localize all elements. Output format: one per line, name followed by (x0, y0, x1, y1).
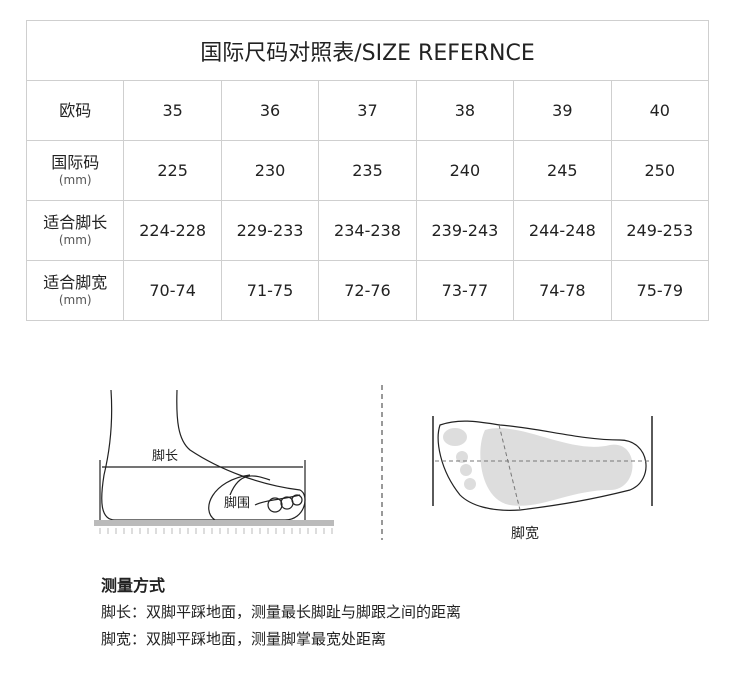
row-label-text: 适合脚长 (43, 212, 108, 232)
table-row: 适合脚长 (mm) 224-228 229-233 234-238 239-243 244-… (25, 200, 710, 261)
row-label: 适合脚宽 (mm) (25, 260, 125, 321)
foot-width-label: 脚宽 (511, 525, 539, 542)
table-cell: 70-74 (123, 260, 222, 321)
table-cell: 36 (220, 80, 320, 141)
table-cell: 40 (610, 80, 710, 141)
row-label-text: 国际码 (51, 152, 100, 172)
row-unit: (mm) (58, 292, 92, 307)
row-label: 国际码 (mm) (25, 140, 125, 201)
table-cell: 229-233 (220, 200, 320, 261)
row-unit: (mm) (58, 232, 92, 247)
table-cell: 74-78 (513, 260, 612, 321)
table-cell: 234-238 (318, 200, 417, 261)
table-cell: 73-77 (415, 260, 515, 321)
ground-ticks (99, 528, 333, 534)
table-cell: 250 (610, 140, 710, 201)
table-cell: 249-253 (610, 200, 710, 261)
table-cell: 245 (513, 140, 612, 201)
table-cell: 239-243 (415, 200, 515, 261)
table-cell: 39 (513, 80, 612, 141)
table-cell: 37 (318, 80, 417, 141)
measurement-notes: 测量方式 脚长：双脚平踩地面，测量最长脚趾与脚跟之间的距离 脚宽：双脚平踩地面，… (101, 572, 461, 653)
table-cell: 230 (220, 140, 320, 201)
table-cell: 225 (123, 140, 222, 201)
table-cell: 224-228 (123, 200, 222, 261)
table-cell: 244-248 (513, 200, 612, 261)
table-cell: 75-79 (610, 260, 710, 321)
row-label: 适合脚长 (mm) (25, 200, 125, 261)
row-unit: (mm) (58, 172, 92, 187)
table-title: 国际尺码对照表/SIZE REFERNCE (26, 20, 709, 81)
note-foot-width: 脚宽：双脚平踩地面，测量脚掌最宽处距离 (101, 630, 387, 648)
table-row: 欧码 35 36 37 38 39 40 (25, 80, 710, 141)
table-cell: 35 (123, 80, 222, 141)
note-foot-length: 脚长：双脚平踩地面，测量最长脚趾与脚跟之间的距离 (101, 603, 462, 621)
table-cell: 38 (415, 80, 515, 141)
row-label: 欧码 (25, 80, 125, 141)
foot-sole-icon (432, 416, 653, 511)
table-row: 适合脚宽 (mm) 70-74 71-75 72-76 73-77 74-78 75-79 (25, 260, 710, 321)
side-foot-icon (99, 389, 306, 521)
table-cell: 72-76 (318, 260, 417, 321)
ground (94, 520, 334, 526)
table-cell: 240 (415, 140, 515, 201)
foot-length-label: 脚长 (152, 448, 178, 464)
foot-girth-label: 脚围 (224, 495, 250, 511)
table-row: 国际码 (mm) 225 230 235 240 245 250 (25, 140, 710, 201)
row-label-text: 适合脚宽 (43, 272, 108, 292)
notes-heading: 测量方式 (101, 576, 166, 595)
row-label-text: 欧码 (59, 100, 92, 120)
table-cell: 235 (318, 140, 417, 201)
table-cell: 71-75 (220, 260, 320, 321)
size-chart-table: 国际尺码对照表/SIZE REFERNCE 欧码 35 36 37 38 39 40 国际码(… (25, 20, 710, 321)
